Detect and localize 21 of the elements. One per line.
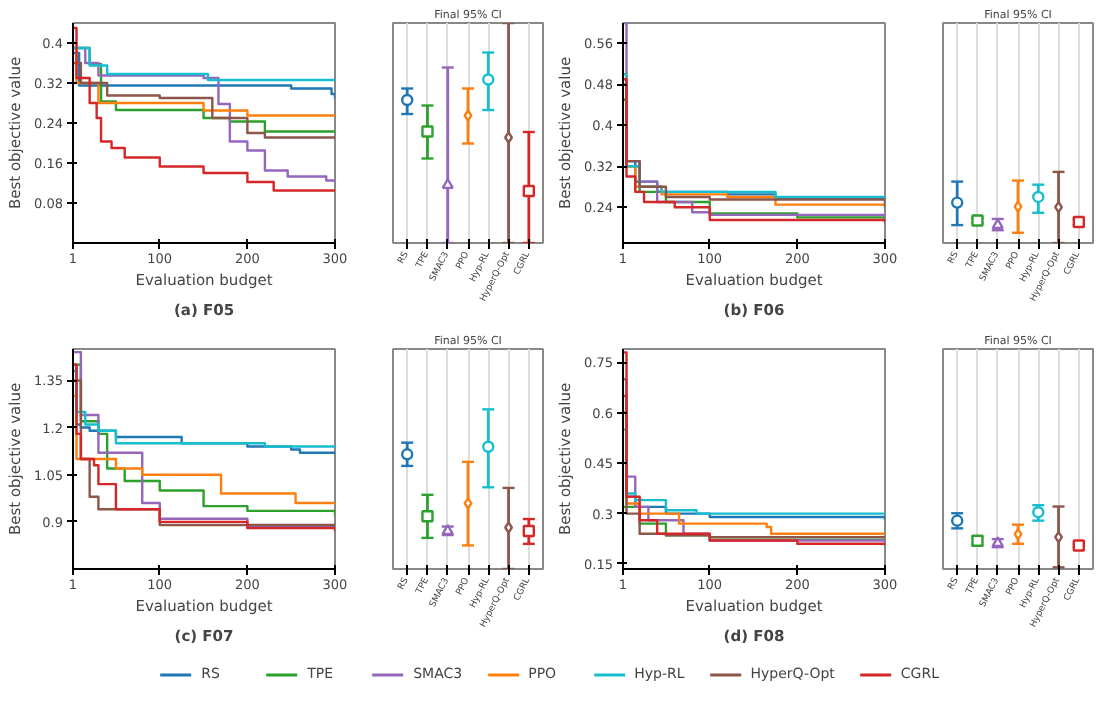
point [421, 510, 434, 523]
point [522, 524, 536, 538]
point [950, 196, 964, 209]
point [463, 497, 473, 510]
point [400, 448, 414, 461]
point [504, 131, 514, 144]
point [1032, 190, 1045, 204]
point [504, 521, 514, 534]
point [522, 184, 536, 198]
point [1054, 200, 1064, 214]
point [1054, 530, 1064, 544]
point [482, 440, 495, 453]
point [1032, 506, 1045, 519]
point [1013, 200, 1023, 213]
point [1072, 215, 1086, 229]
point [1072, 539, 1086, 552]
point [441, 178, 454, 190]
point [463, 109, 473, 122]
point [400, 93, 414, 107]
point [482, 73, 495, 86]
point [421, 125, 434, 138]
